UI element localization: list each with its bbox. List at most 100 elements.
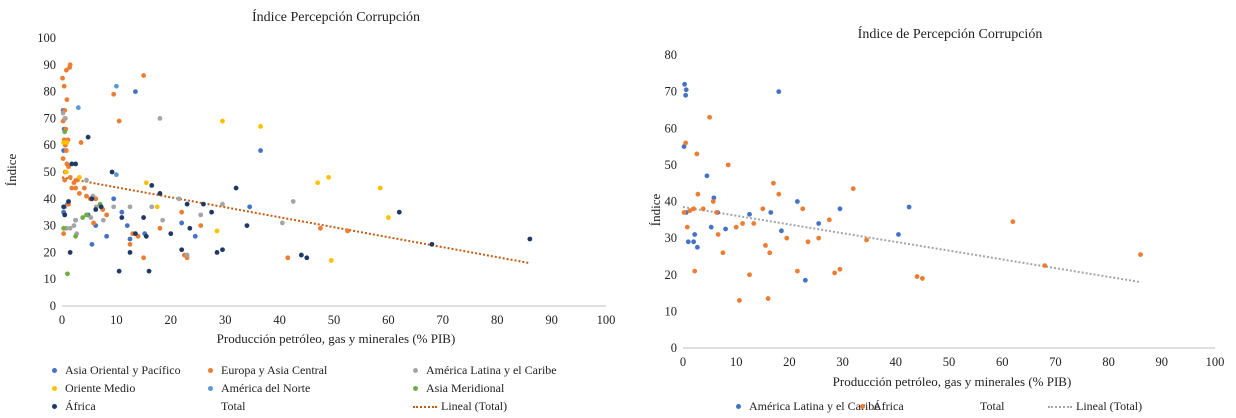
y-tick-label: 30: [665, 231, 678, 245]
legend-label: América Latina y el Caribe: [749, 399, 880, 413]
data-point: [708, 224, 714, 230]
data-point: [765, 296, 771, 301]
data-point: [816, 221, 822, 226]
data-point: [377, 185, 383, 191]
data-point: [800, 206, 806, 212]
x-tick-label: 20: [165, 313, 178, 327]
data-point: [692, 232, 698, 237]
data-point: [747, 272, 752, 278]
x-tick-label: 100: [1206, 355, 1225, 369]
data-point: [694, 244, 700, 250]
data-point: [71, 180, 77, 186]
y-tick-label: 80: [665, 48, 678, 62]
x-tick-label: 80: [491, 313, 504, 327]
data-point: [1010, 219, 1016, 225]
x-tick-label: 10: [110, 313, 123, 327]
data-point: [91, 220, 96, 226]
data-point: [802, 277, 808, 283]
data-point: [114, 83, 119, 89]
legend-item: África: [52, 399, 96, 414]
data-point: [214, 250, 220, 255]
data-point: [111, 91, 117, 97]
data-point: [61, 204, 67, 210]
legend-line-marker: [413, 405, 437, 408]
data-point: [127, 250, 133, 255]
data-point: [67, 174, 73, 180]
data-point: [62, 212, 68, 218]
data-point: [66, 164, 71, 170]
data-point: [71, 223, 77, 229]
data-point: [119, 209, 125, 215]
x-tick-label: 30: [836, 355, 849, 369]
y-tick-label: 40: [665, 195, 678, 209]
data-point: [80, 215, 86, 220]
data-point: [61, 225, 67, 231]
data-point: [127, 204, 133, 210]
data-point: [127, 236, 133, 242]
data-point: [198, 212, 204, 218]
y-axis-label: Índice: [648, 194, 663, 227]
data-point: [111, 196, 117, 202]
data-point: [77, 191, 82, 196]
legend-label: África: [873, 399, 904, 413]
data-point: [160, 217, 166, 223]
data-point: [326, 174, 331, 180]
legend-item: Lineal (Total): [1048, 399, 1142, 414]
data-point: [687, 208, 693, 214]
data-point: [73, 161, 78, 167]
x-tick-label: 10: [730, 355, 743, 369]
data-point: [715, 232, 721, 237]
legend-marker: [736, 404, 741, 409]
data-point: [84, 177, 89, 183]
y-axis-label: Índice: [4, 154, 19, 187]
x-tick-label: 70: [437, 313, 450, 327]
y-tick-label: 0: [50, 299, 56, 313]
data-point: [141, 255, 147, 261]
legend-label: Lineal (Total): [1076, 399, 1143, 413]
legend-label: Lineal (Total): [441, 399, 508, 413]
data-point: [77, 174, 82, 180]
data-point: [784, 235, 790, 241]
data-point: [691, 239, 697, 245]
data-point: [201, 201, 206, 207]
x-tick-label: 30: [219, 313, 232, 327]
legend-item: Total: [967, 399, 1005, 414]
data-point: [157, 225, 163, 231]
data-point: [683, 92, 689, 98]
data-point: [184, 252, 190, 258]
data-point: [66, 199, 71, 204]
data-point: [133, 231, 138, 237]
legend-marker: [52, 404, 57, 409]
legend-label: América Latina y el Caribe: [426, 363, 557, 377]
data-point: [60, 156, 66, 162]
legend-marker: [208, 368, 213, 373]
data-point: [760, 206, 766, 212]
data-point: [720, 250, 726, 256]
y-tick-label: 60: [665, 121, 678, 135]
legend-item: Oriente Medio: [52, 381, 135, 396]
legend-item: América Latina y el Caribe: [413, 363, 557, 378]
data-point: [290, 199, 296, 204]
x-tick-label: 90: [1156, 355, 1169, 369]
data-point: [141, 73, 147, 78]
data-point: [692, 268, 698, 274]
data-point: [1138, 252, 1143, 258]
data-point: [751, 221, 757, 226]
data-point: [279, 220, 285, 226]
data-point: [527, 236, 533, 242]
data-point: [62, 129, 68, 135]
data-point: [704, 173, 710, 179]
x-axis-label: Producción petróleo, gas y minerales (% …: [833, 374, 1072, 389]
legend-item: Europa y Asia Central: [208, 363, 327, 378]
y-tick-label: 20: [665, 268, 678, 282]
data-point: [328, 258, 334, 263]
data-point: [116, 118, 122, 124]
legend-label: Asia Meridional: [426, 381, 505, 395]
data-point: [73, 185, 78, 191]
legend-item: Asia Oriental y Pacífico: [52, 363, 181, 378]
data-point: [127, 241, 133, 247]
data-point: [683, 140, 689, 146]
legend-label: África: [65, 399, 96, 413]
data-point: [61, 231, 67, 237]
data-point: [684, 224, 690, 230]
